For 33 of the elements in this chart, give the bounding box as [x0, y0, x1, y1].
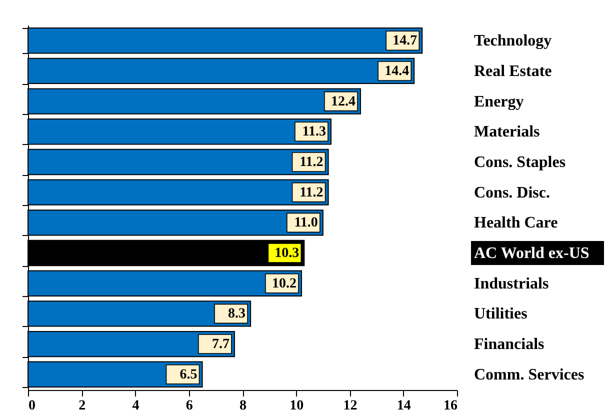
x-tick-label: 2	[78, 398, 86, 414]
data-label: 11.0	[294, 216, 318, 231]
y-tick-label: Energy	[474, 93, 524, 110]
data-label: 14.4	[384, 64, 410, 79]
data-label: 12.4	[330, 94, 356, 110]
y-tick-label: Industrials	[474, 275, 549, 292]
y-tick-label: Financials	[474, 336, 544, 354]
x-tick-label: 16	[444, 398, 458, 414]
data-label: 11.2	[300, 185, 324, 200]
y-tick-label: Real Estate	[474, 62, 552, 80]
y-tick-label: Utilities	[474, 306, 528, 323]
data-label: 8.3	[228, 306, 246, 322]
y-tick-label: Technology	[474, 32, 552, 50]
y-tick-label: Health Care	[474, 214, 558, 232]
data-label: 6.5	[180, 367, 198, 382]
data-label: 10.2	[272, 276, 296, 292]
x-tick-label: 10	[290, 398, 304, 414]
data-label: 7.7	[212, 337, 230, 352]
x-tick-label: 6	[186, 398, 193, 414]
data-label: 11.2	[300, 154, 324, 170]
x-tick-label: 14	[396, 398, 411, 414]
y-tick-label: Cons. Staples	[474, 154, 566, 171]
y-tick-label: Cons. Disc.	[474, 184, 550, 202]
x-tick-label: 0	[28, 398, 36, 414]
x-tick-label: 4	[132, 398, 140, 414]
data-label: 11.3	[302, 124, 326, 140]
x-tick-label: 8	[240, 398, 246, 414]
x-tick-label: 12	[343, 398, 358, 414]
y-tick-label: Comm. Services	[474, 366, 584, 384]
y-tick-label: AC World ex-US	[474, 245, 590, 262]
y-tick-label: Materials	[474, 124, 540, 141]
data-label: 10.3	[274, 246, 300, 262]
data-label: 14.7	[392, 34, 418, 49]
